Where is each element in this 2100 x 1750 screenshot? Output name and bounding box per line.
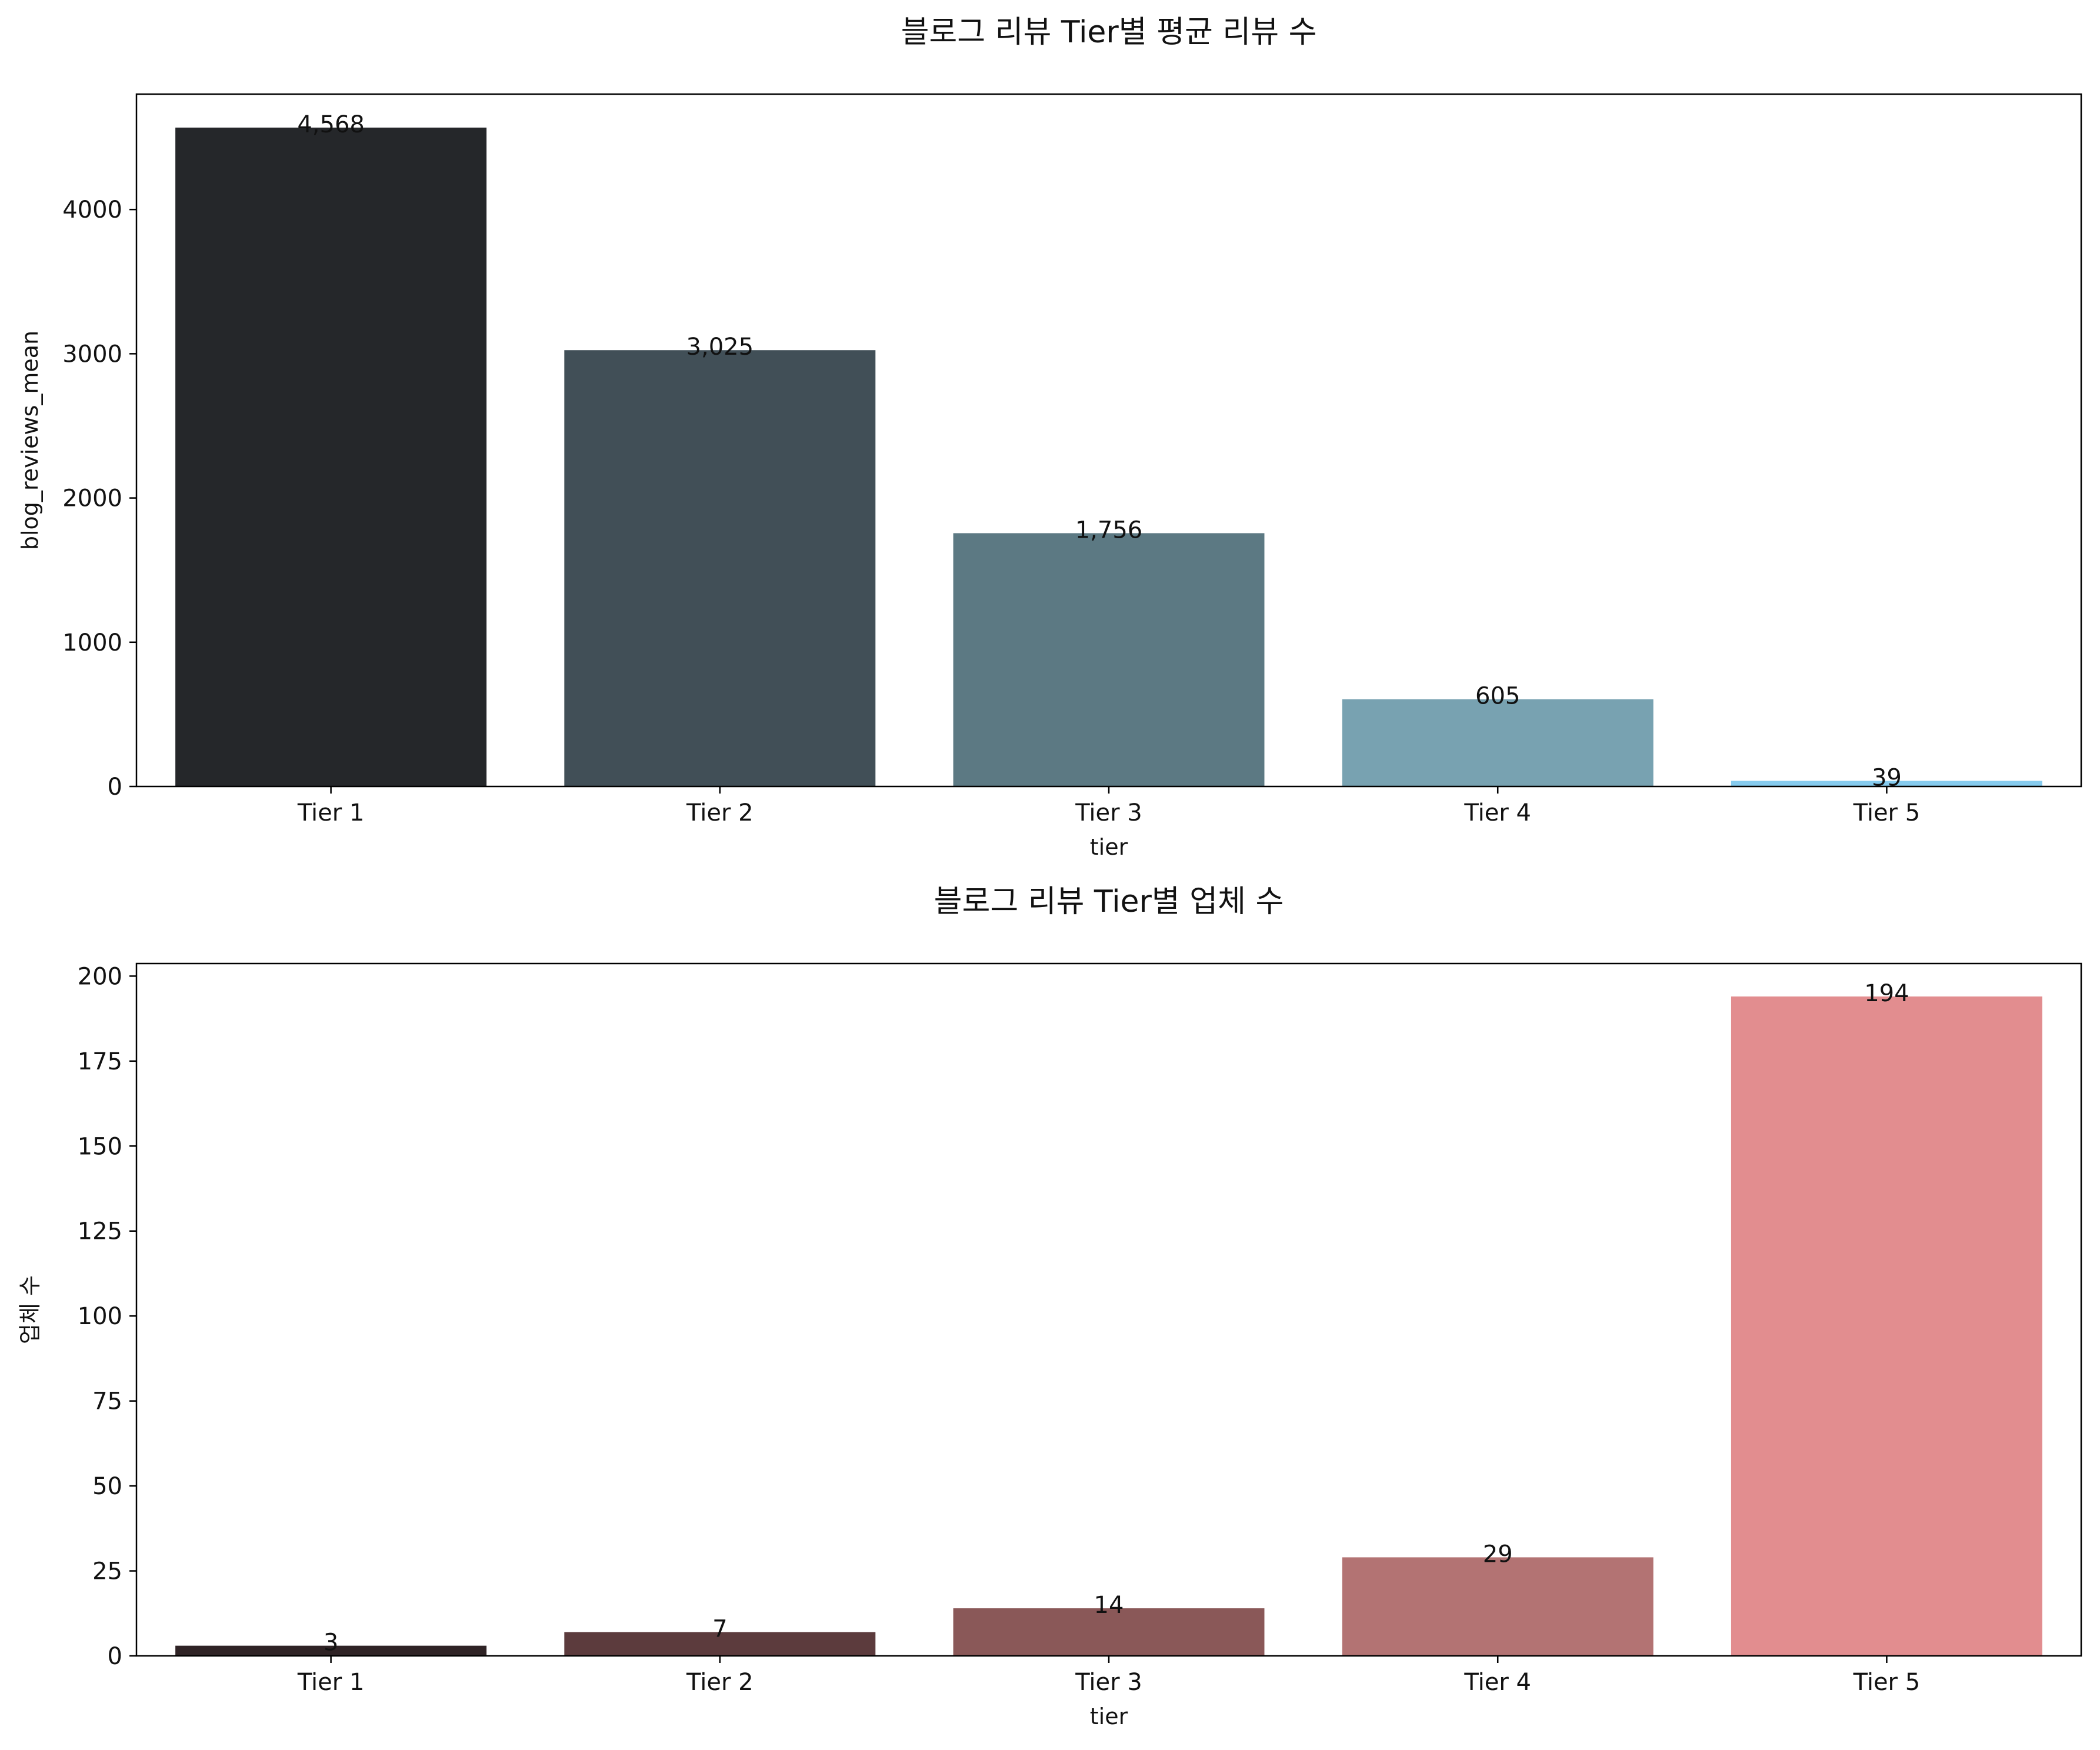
chart-2: 블로그 리뷰 Tier별 업체 수 3 7 14 29 194 Tier 1 Tier 2 Ti… xyxy=(17,884,2082,1729)
y-tick-label: 0 xyxy=(108,774,122,801)
y-tick-label: 200 xyxy=(78,963,122,990)
y-tick-label: 2000 xyxy=(62,485,122,512)
bar-tier-5 xyxy=(1731,996,2042,1656)
y-tick-label: 125 xyxy=(78,1218,122,1245)
y-axis-label: 업체 수 xyxy=(17,1275,43,1344)
data-label: 14 xyxy=(1094,1592,1124,1619)
chart-1: 블로그 리뷰 Tier별 평균 리뷰 수4,5683,0251,75660539… xyxy=(17,15,2082,860)
y-tick-label: 3000 xyxy=(62,341,122,368)
data-label: 605 xyxy=(1475,683,1520,710)
x-axis-label: tier xyxy=(1090,1704,1128,1729)
bar-tier-2 xyxy=(564,1632,876,1656)
y-tick-label: 0 xyxy=(108,1643,122,1670)
bar-tier-5 xyxy=(1731,781,2042,786)
x-tick-label: Tier 2 xyxy=(686,1669,754,1696)
data-label: 1,756 xyxy=(1075,516,1143,544)
data-label: 194 xyxy=(1864,980,1909,1007)
chart-title: 블로그 리뷰 Tier별 업체 수 xyxy=(934,884,1284,919)
x-tick-label: Tier 4 xyxy=(1464,1669,1531,1696)
x-tick-label: Tier 4 xyxy=(1464,799,1531,826)
x-axis-label: tier xyxy=(1090,834,1128,860)
y-tick-label: 75 xyxy=(92,1388,122,1415)
y-axis-label: blog_reviews_mean xyxy=(17,331,43,550)
y-tick-label: 50 xyxy=(92,1473,122,1500)
x-tick-label: Tier 5 xyxy=(1853,1669,1921,1696)
data-label: 3,025 xyxy=(686,334,754,361)
x-tick-label: Tier 2 xyxy=(686,799,754,826)
bar-tier-3 xyxy=(953,533,1265,786)
y-tick-label: 150 xyxy=(78,1133,122,1160)
x-tick-label: Tier 1 xyxy=(297,799,365,826)
data-label: 7 xyxy=(712,1616,727,1643)
y-tick-label: 4000 xyxy=(62,196,122,224)
bar-tier-4 xyxy=(1342,1557,1654,1656)
bar-tier-1 xyxy=(175,127,487,787)
y-tick-label: 175 xyxy=(78,1048,122,1075)
chart-title: 블로그 리뷰 Tier별 평균 리뷰 수 xyxy=(901,15,1317,50)
bar-tier-1 xyxy=(175,1645,487,1656)
data-label: 29 xyxy=(1483,1541,1513,1568)
x-tick-label: Tier 3 xyxy=(1075,799,1142,826)
x-tick-label: Tier 1 xyxy=(297,1669,365,1696)
x-tick-label: Tier 3 xyxy=(1075,1669,1142,1696)
x-tick-label: Tier 5 xyxy=(1853,799,1921,826)
y-tick-label: 1000 xyxy=(62,629,122,656)
y-tick-label: 100 xyxy=(78,1303,122,1330)
bar-tier-4 xyxy=(1342,699,1654,786)
bar-tier-2 xyxy=(564,350,876,786)
data-label: 3 xyxy=(324,1629,338,1656)
bar-tier-3 xyxy=(953,1608,1265,1656)
y-tick-label: 25 xyxy=(92,1558,122,1585)
data-label: 4,568 xyxy=(297,111,365,138)
